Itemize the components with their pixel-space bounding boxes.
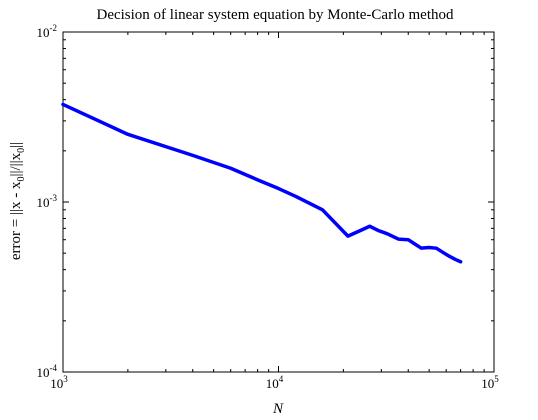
x-tick-label: 104 bbox=[266, 374, 284, 391]
y-tick-label: 10-3 bbox=[37, 193, 58, 210]
axis-ticks bbox=[62, 32, 494, 373]
y-axis-label: error = ||x - x0||/||x0|| bbox=[8, 142, 27, 260]
x-tick-label: 103 bbox=[50, 374, 68, 391]
series-line bbox=[61, 102, 463, 264]
axis-tick-labels: 103 104 105 10-4 10-3 10-2 bbox=[37, 23, 500, 391]
chart-title: Decision of linear system equation by Mo… bbox=[96, 7, 454, 23]
y-tick-label: 10-2 bbox=[37, 23, 58, 40]
y-tick-label: 10-4 bbox=[37, 363, 58, 380]
x-tick-label: 105 bbox=[481, 374, 499, 391]
series-layer bbox=[61, 102, 463, 264]
plot-area bbox=[62, 31, 495, 373]
x-axis-label: N bbox=[272, 401, 284, 417]
